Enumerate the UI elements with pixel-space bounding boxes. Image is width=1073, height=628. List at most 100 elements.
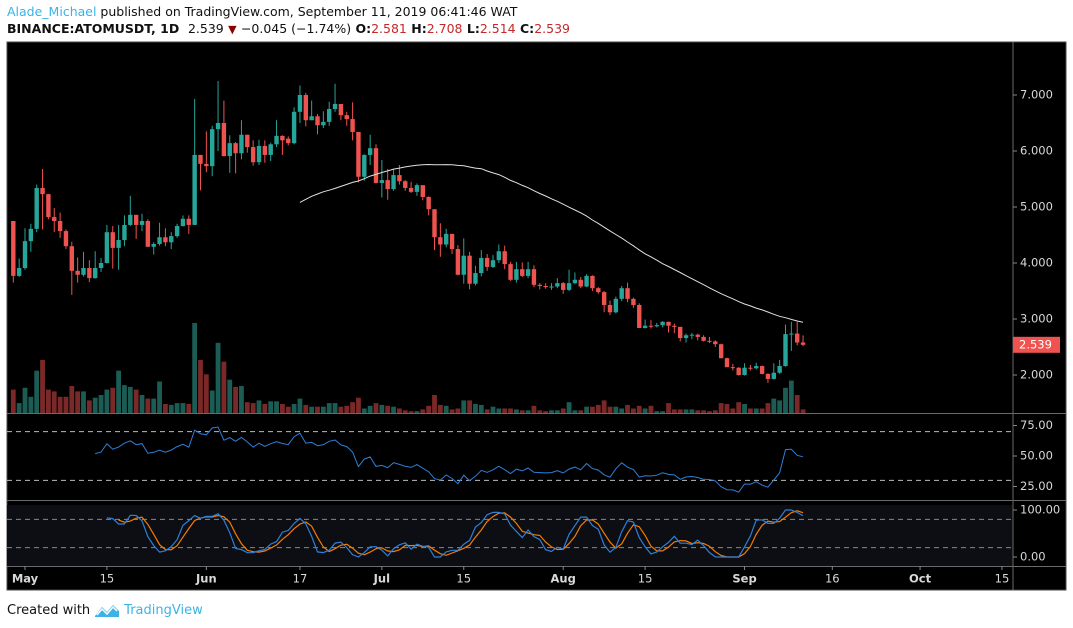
candle-body (695, 334, 700, 337)
candle-body (151, 243, 156, 247)
time-tick-label: Jul (373, 572, 390, 586)
candle-body (484, 257, 490, 267)
candle-body (16, 268, 22, 276)
volume-bar (502, 408, 508, 413)
candle-body (561, 283, 566, 290)
stoch-k-line (106, 509, 804, 558)
high-value: 2.708 (426, 21, 463, 36)
candle-body (373, 148, 379, 183)
candle-body (578, 279, 583, 287)
tradingview-link[interactable]: TradingView (124, 602, 203, 618)
price-tick-label: 6.000 (1020, 144, 1053, 158)
volume-bar (221, 361, 227, 413)
volume-bar (636, 405, 642, 413)
volume-bar (595, 404, 601, 413)
candle-body (28, 228, 34, 242)
candle-body (789, 333, 794, 335)
volume-bar (192, 323, 198, 413)
volume-bar (496, 408, 502, 413)
candle-body (198, 154, 203, 164)
candle-body (490, 260, 496, 267)
candle-body (514, 269, 519, 280)
candle-body (795, 333, 800, 343)
candle-body (701, 336, 706, 341)
candle-body (315, 116, 320, 126)
candle-body (163, 237, 168, 243)
candle-body (128, 214, 133, 225)
volume-bar (69, 386, 75, 413)
candle-body (461, 255, 466, 275)
volume-bar (631, 408, 636, 413)
candle-body (748, 367, 753, 369)
candle-body (718, 344, 724, 359)
candle-body (344, 115, 349, 120)
rsi-tick-label: 50.00 (1020, 449, 1053, 463)
tradingview-logo-icon (95, 605, 120, 617)
volume-bar (701, 410, 706, 413)
candle-body (69, 246, 74, 271)
author-link[interactable]: Alade_Michael (7, 4, 97, 19)
symbol-name: BINANCE:ATOMUSDT, 1D (7, 21, 180, 36)
stoch-d-line (118, 510, 804, 558)
volume-bar (280, 404, 285, 413)
candle-body (426, 196, 431, 210)
footer: Created with TradingView (7, 602, 203, 618)
volume-bar (794, 395, 800, 413)
candle-body (683, 335, 689, 339)
candle-body (607, 305, 613, 313)
candle-body (63, 231, 69, 247)
volume-bar (543, 411, 549, 413)
candle-body (46, 194, 51, 218)
volume-bar (771, 398, 777, 413)
time-tick-label: 17 (293, 572, 308, 586)
volume-bar (291, 404, 297, 413)
candle-body (648, 325, 654, 327)
volume-bar (198, 359, 203, 413)
candle-body (596, 288, 601, 293)
candle-body (104, 232, 110, 263)
candle-body (286, 138, 291, 144)
volume-bar (478, 404, 484, 413)
volume-bar (467, 400, 472, 413)
candle-body (139, 221, 145, 225)
volume-bar (426, 405, 432, 413)
candle-body (133, 214, 139, 225)
volume-bar (519, 410, 525, 413)
candle-body (385, 180, 390, 190)
volume-bar (537, 410, 543, 413)
stoch-tick-label: 0.00 (1020, 550, 1046, 564)
stoch-band (7, 505, 1013, 566)
volume-bar (625, 404, 630, 413)
volume-bar (490, 406, 496, 413)
volume-bar (607, 406, 613, 413)
candle-body (742, 367, 747, 375)
volume-bar (309, 406, 315, 413)
volume-bar (303, 404, 309, 413)
volume-bar (449, 409, 455, 413)
rsi-tick-label: 75.00 (1020, 418, 1053, 432)
time-tick-label: Oct (909, 572, 932, 586)
candle-body (566, 283, 572, 290)
volume-bar (689, 409, 695, 413)
volume-bar (174, 403, 180, 413)
candle-body (654, 325, 659, 327)
volume-bar (677, 409, 683, 413)
candle-body (420, 185, 425, 197)
candle-body (408, 187, 414, 192)
volume-bar (379, 404, 385, 413)
candle-body (379, 180, 385, 183)
candle-body (327, 109, 332, 122)
published-text: published on TradingView.com, September … (100, 4, 518, 19)
volume-bar (397, 408, 402, 413)
volume-bar (443, 405, 449, 413)
volume-bar (57, 396, 63, 413)
price-change: −0.045 (−1.74%) (240, 21, 352, 36)
moving-average-line (299, 163, 804, 323)
candle-body (174, 226, 180, 237)
candle-body (157, 237, 162, 244)
volume-bar (139, 395, 145, 413)
candle-body (555, 283, 560, 287)
candle-body (525, 269, 531, 276)
volume-bar (10, 389, 16, 413)
